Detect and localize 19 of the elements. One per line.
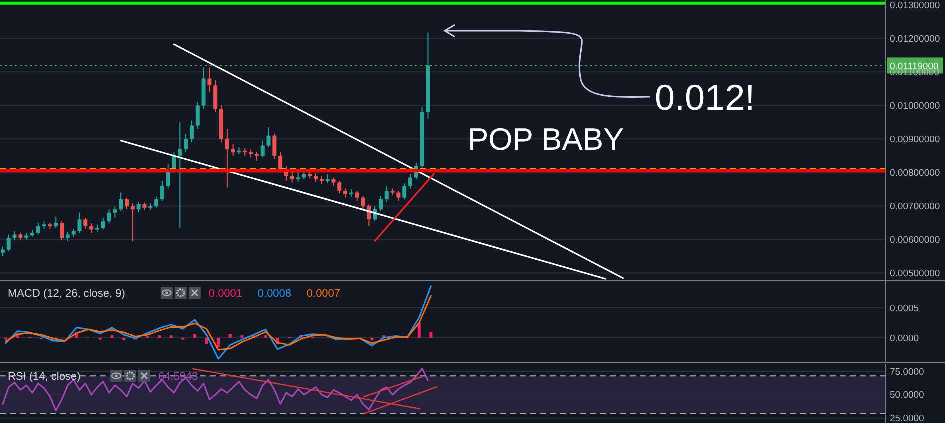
annotation: POP BABY (468, 122, 624, 157)
annotation: 0.0007 (306, 288, 341, 300)
y-tick-label: 0.0005 (890, 303, 920, 314)
y-tick-label: 25.0000 (890, 414, 924, 423)
y-tick-label: 0.00500000 (890, 268, 940, 280)
y-tick-label: 75.0000 (890, 366, 924, 378)
y-tick-label: 0.00600000 (890, 235, 940, 246)
y-tick-label: 50.0000 (890, 390, 924, 402)
y-tick-label: 0.00800000 (890, 168, 940, 180)
y-tick-label: 0.01200000 (890, 34, 940, 45)
y-tick-label: 0.0000 (890, 333, 920, 344)
y-tick-label: 0.00900000 (890, 134, 940, 146)
y-tick-label: 0.00700000 (890, 202, 940, 213)
annotation: 0.012! (655, 77, 756, 118)
y-tick-label: 0.01300000 (890, 0, 940, 12)
annotation: 0.0008 (258, 288, 292, 300)
y-tick-label: 0.01000000 (890, 100, 940, 112)
text: MACD (12, 26, close, 9) (8, 288, 126, 300)
annotation: 0.0001 (208, 288, 243, 300)
